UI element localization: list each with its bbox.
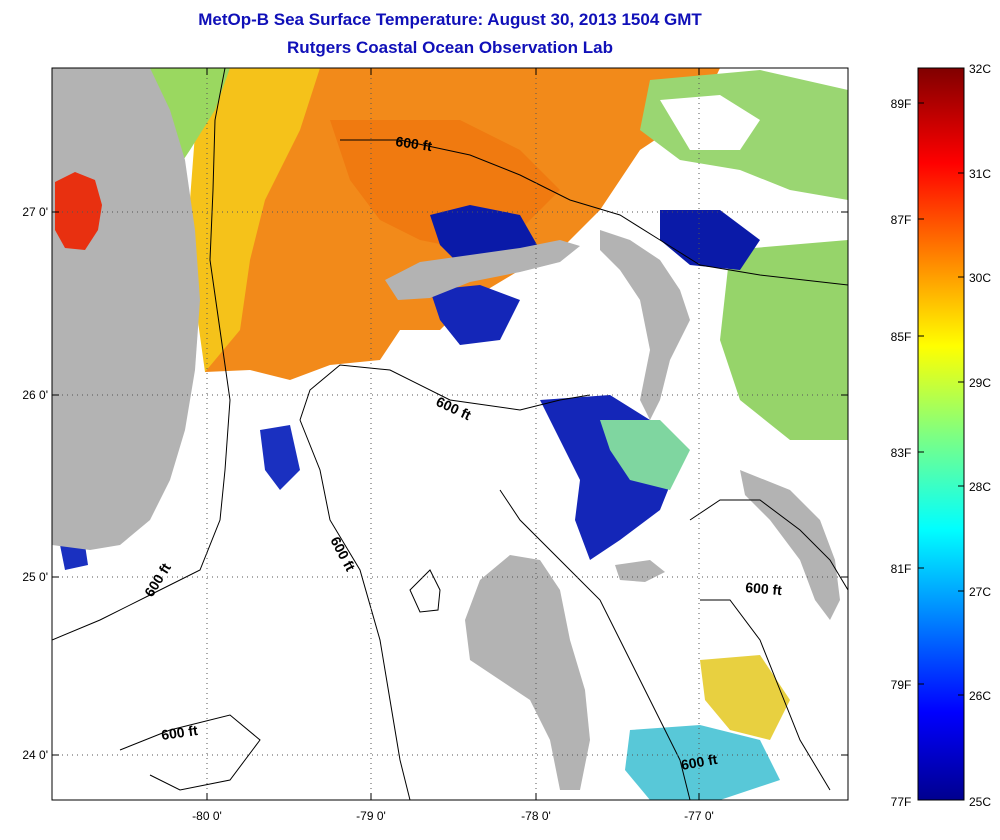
contour-label: 600 ft [160, 722, 199, 743]
colorbar [917, 67, 965, 801]
colorbar-fahrenheit-label: 85F [891, 330, 912, 344]
contour-label: 600 ft [745, 579, 783, 598]
contour-label-extra: 600 ft [680, 751, 719, 773]
colorbar-celsius-label: 32C [969, 62, 991, 76]
y-tick-label: 25 0' [22, 570, 48, 584]
map-subtitle: Rutgers Coastal Ocean Observation Lab [287, 38, 613, 57]
x-tick-label: -80 0' [192, 809, 222, 823]
isobath-contour-exuma [689, 499, 848, 591]
lake-okeechobee [55, 172, 102, 250]
sst-green-east [720, 240, 848, 440]
land-abaco [600, 230, 690, 420]
colorbar-fahrenheit-label: 83F [891, 446, 912, 460]
map-title: MetOp-B Sea Surface Temperature: August … [198, 10, 702, 29]
sst-green-patch-bahama [600, 420, 690, 490]
colorbar-fahrenheit-label: 81F [891, 562, 912, 576]
colorbar-celsius-label: 27C [969, 585, 991, 599]
isobath-contour-gulf-stream [299, 364, 591, 421]
colorbar-celsius-label: 31C [969, 167, 991, 181]
sst-scattered-southeast [700, 655, 790, 740]
isobath-contours [52, 68, 848, 800]
colorbar-ticks [918, 67, 964, 696]
sst-blue-patch-2 [660, 210, 760, 270]
y-tick-label: 24 0' [22, 748, 48, 762]
land-grand-bahama [385, 240, 580, 300]
colorbar-fahrenheit-label: 87F [891, 213, 912, 227]
isobath-contour-southeast [700, 599, 831, 791]
colorbar-celsius-label: 26C [969, 689, 991, 703]
colorbar-celsius-label: 25C [969, 795, 991, 809]
x-tick-label: -77 0' [684, 809, 714, 823]
graticule [52, 68, 848, 800]
isobath-contour-florida [52, 68, 231, 641]
colorbar-fahrenheit-label: 89F [891, 97, 912, 111]
isobath-contour-andros [499, 489, 691, 800]
land-eleuthera [740, 470, 840, 620]
colorbar-celsius-label: 28C [969, 480, 991, 494]
isobath-contour-straits [340, 139, 848, 286]
sst-warm-yellow-region [190, 68, 320, 372]
axis-ticks [52, 68, 848, 800]
isobath-contour-tongue [409, 569, 441, 613]
isobath-contour-west [299, 419, 411, 800]
y-tick-label: 26 0' [22, 388, 48, 402]
sst-blue-patch-keys [60, 545, 88, 570]
colorbar-fahrenheit-label: 77F [891, 795, 912, 809]
colorbar-celsius-label: 30C [969, 271, 991, 285]
x-tick-label: -79 0' [356, 809, 386, 823]
land-andros [465, 555, 590, 790]
contour-label: 600 ft [395, 133, 434, 154]
map-frame [51, 67, 849, 801]
colorbar-fahrenheit-label: 79F [891, 678, 912, 692]
sst-white-cloud-northeast [660, 95, 760, 150]
sst-blue-patch-west [260, 425, 300, 490]
y-tick-label: 27 0' [22, 205, 48, 219]
sst-blue-patch-4 [430, 285, 520, 345]
sst-cyan-south [625, 725, 780, 800]
isobath-contour-southwest [119, 714, 261, 791]
x-tick-label: -78 0' [521, 809, 551, 823]
colorbar-celsius-label: 29C [969, 376, 991, 390]
